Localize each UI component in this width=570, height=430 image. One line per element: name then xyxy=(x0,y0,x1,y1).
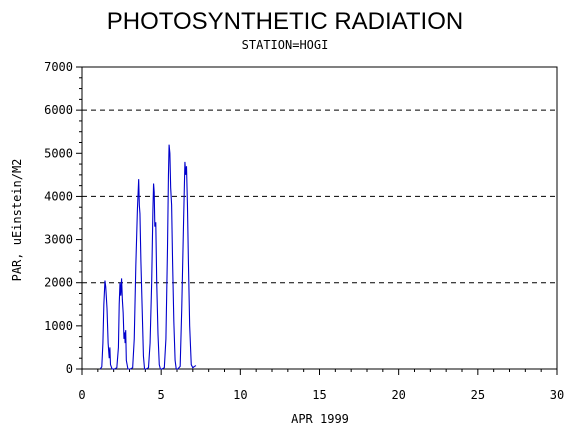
x-tick-label: 5 xyxy=(158,388,165,402)
y-tick-label: 6000 xyxy=(44,103,73,117)
x-axis-label: APR 1999 xyxy=(291,412,349,426)
y-tick-label: 3000 xyxy=(44,233,73,247)
y-tick-label: 7000 xyxy=(44,60,73,74)
y-axis-label: PAR, uEinstein/M2 xyxy=(10,159,24,282)
x-tick-label: 20 xyxy=(391,388,405,402)
y-tick-label: 4000 xyxy=(44,189,73,203)
x-tick-label: 0 xyxy=(78,388,85,402)
x-tick-label: 30 xyxy=(550,388,564,402)
y-tick-label: 2000 xyxy=(44,276,73,290)
x-tick-label: 15 xyxy=(312,388,326,402)
series-line-0 xyxy=(99,144,197,370)
x-tick-label: 10 xyxy=(233,388,247,402)
y-tick-label: 0 xyxy=(66,362,73,376)
chart-title: PHOTOSYNTHETIC RADIATION xyxy=(107,8,463,35)
y-tick-label: 1000 xyxy=(44,319,73,333)
chart-subtitle: STATION=HOGI xyxy=(242,38,329,52)
series-layer xyxy=(99,144,197,370)
y-tick-label: 5000 xyxy=(44,146,73,160)
x-tick-label: 25 xyxy=(471,388,485,402)
gridlines xyxy=(82,109,557,284)
tick-marks: 0 1000 2000 3000 4000 5000 6000 7000 0 5 10 15 20 25 3… xyxy=(44,60,564,402)
